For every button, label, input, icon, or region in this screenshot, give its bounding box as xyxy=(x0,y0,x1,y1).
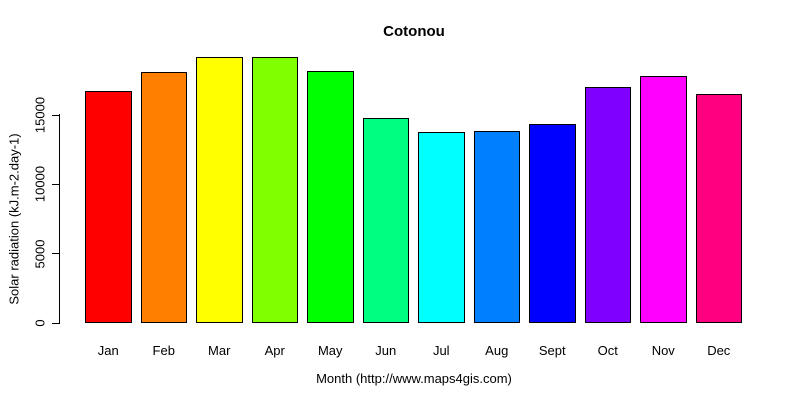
x-tick-label-oct: Oct xyxy=(597,343,618,358)
bar-jun xyxy=(362,117,409,323)
y-tick-label: 10000 xyxy=(32,166,48,203)
bar-aug xyxy=(473,130,520,323)
x-tick-label-mar: Mar xyxy=(208,343,231,358)
bar-oct xyxy=(584,86,631,323)
bar-jan xyxy=(85,91,132,323)
y-axis-line xyxy=(59,114,60,324)
x-tick-label-jul: Jul xyxy=(432,343,450,358)
x-tick-label-nov: Nov xyxy=(651,343,675,358)
x-tick-label-apr: Apr xyxy=(264,343,285,358)
chart-title: Cotonou xyxy=(383,23,445,40)
bar-dec xyxy=(695,94,742,323)
bar-jul xyxy=(418,132,465,323)
y-tick-label: 15000 xyxy=(32,96,48,134)
y-axis-label: Solar radiation (kJ.m-2.day-1) xyxy=(6,133,22,305)
y-tick-mark xyxy=(52,183,59,185)
y-tick-mark xyxy=(52,322,59,324)
bar-apr xyxy=(251,57,298,323)
x-tick-label-jun: Jun xyxy=(375,343,397,358)
bar-feb xyxy=(140,72,187,323)
y-tick-label: 5000 xyxy=(32,239,48,269)
x-axis-label: Month (http://www.maps4gis.com) xyxy=(316,371,512,386)
x-tick-label-sept: Sept xyxy=(538,343,566,358)
x-tick-label-feb: Feb xyxy=(152,343,175,358)
y-tick-label: 0 xyxy=(32,319,48,327)
x-tick-label-aug: Aug xyxy=(485,343,509,358)
x-tick-label-jan: Jan xyxy=(97,343,119,358)
y-tick-mark xyxy=(52,253,59,255)
bar-nov xyxy=(640,76,687,323)
bar-sept xyxy=(529,124,576,323)
x-tick-label-may: May xyxy=(317,343,343,358)
y-tick-mark xyxy=(52,114,59,116)
bar-mar xyxy=(196,56,243,323)
x-tick-label-dec: Dec xyxy=(707,343,731,358)
bar-may xyxy=(307,70,354,323)
